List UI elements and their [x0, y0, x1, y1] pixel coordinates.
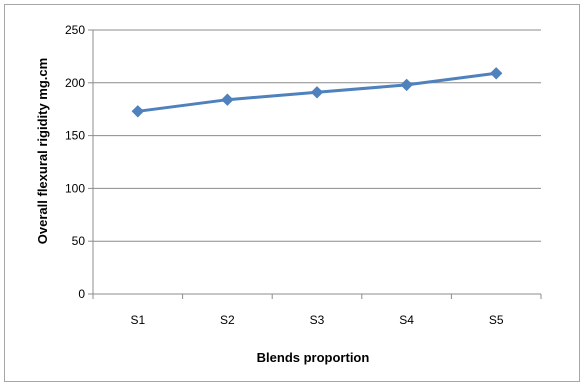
data-point-S4 [400, 78, 413, 92]
y-tick-label-200: 200 [65, 76, 85, 90]
data-point-S2 [221, 93, 234, 106]
chart-frame [4, 4, 580, 382]
x-tick-label-S1: S1 [130, 313, 145, 327]
x-tick-label-S5: S5 [489, 313, 504, 327]
data-point-S1 [131, 105, 145, 118]
data-point-S3 [310, 86, 324, 99]
y-tick-label-0: 0 [78, 287, 85, 301]
y-tick-label-250: 250 [65, 23, 85, 37]
x-tick-labels: S1 S2 S3 S4 S5 [130, 313, 503, 327]
gridlines [88, 29, 542, 299]
x-tick-label-S4: S4 [399, 313, 414, 327]
x-tick-label-S3: S3 [310, 313, 325, 327]
y-tick-label-150: 150 [65, 129, 85, 143]
series-group [131, 67, 503, 118]
y-tick-label-50: 50 [72, 234, 86, 248]
x-tick-label-S2: S2 [220, 313, 235, 327]
y-axis-title: Overall flexural rigidity mg.cm [35, 58, 50, 244]
y-tick-label-100: 100 [65, 181, 85, 195]
x-axis-title: Blends proportion [257, 350, 370, 365]
y-tick-labels: 0 50 100 150 200 250 [65, 23, 85, 301]
data-point-S5 [489, 67, 503, 80]
